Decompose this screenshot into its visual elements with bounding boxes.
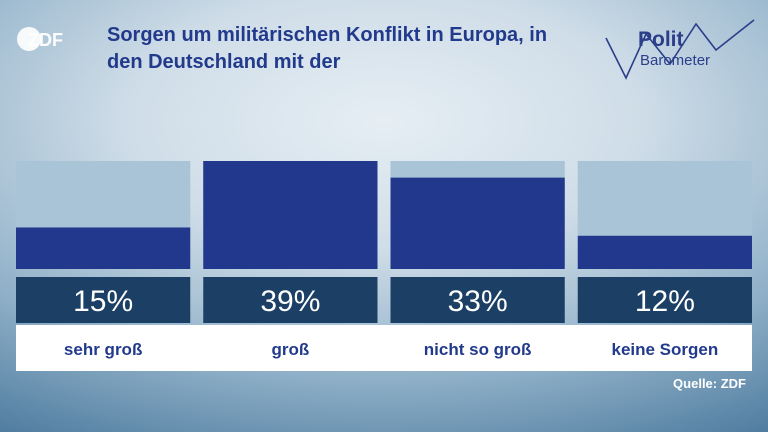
brand-line-2: Barometer [640,52,710,69]
value-band [577,277,752,323]
zdf-logo-text: ZDF [28,30,63,50]
value-band [390,277,565,323]
category-band [16,325,752,371]
value-label: 15% [73,285,133,318]
chart-title: Sorgen um militärischen Konflikt in Euro… [107,24,548,73]
bar [577,235,752,269]
value-band [203,277,378,323]
category-label: sehr groß [64,340,142,359]
category-label: keine Sorgen [611,340,718,359]
bar [16,227,191,269]
category-label: nicht so groß [424,340,532,359]
category-label: groß [271,340,309,359]
zdf-logo: ZDF [17,27,63,51]
value-label: 12% [635,285,695,318]
brand-line-1: Polit [638,28,684,51]
source-note: Quelle: ZDF [673,376,746,391]
value-label: 33% [448,285,508,318]
value-band [16,277,191,323]
value-label: 39% [260,285,320,318]
bar [203,161,378,269]
politbarometer-logo: Polit Barometer [605,19,755,80]
bar [390,177,565,269]
